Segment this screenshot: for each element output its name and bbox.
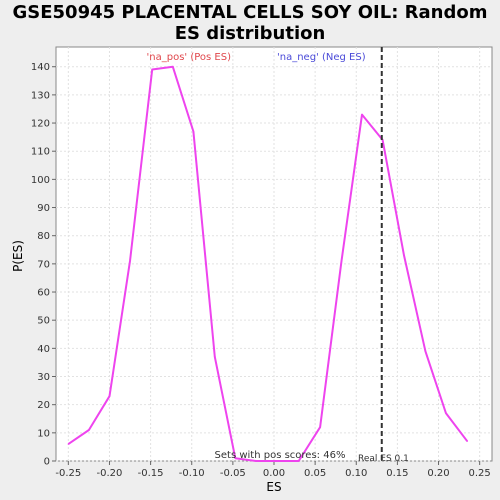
data-point bbox=[403, 254, 405, 257]
y-axis-title: P(ES) bbox=[11, 240, 25, 272]
y-tick-label: 90 bbox=[37, 203, 50, 214]
y-tick-label: 120 bbox=[31, 119, 50, 130]
data-point bbox=[67, 443, 69, 445]
x-tick-label: -0.15 bbox=[138, 468, 164, 479]
data-point bbox=[192, 130, 194, 133]
series-layer bbox=[67, 65, 469, 462]
data-point bbox=[340, 260, 343, 262]
chart-title: GSE50945 PLACENTAL CELLS SOY OIL: Random… bbox=[0, 2, 500, 44]
data-point bbox=[129, 260, 131, 262]
x-tick-label: 0.10 bbox=[345, 468, 367, 479]
legend-neg-label: 'na_neg' (Neg ES) bbox=[277, 52, 366, 63]
data-point bbox=[151, 68, 153, 71]
x-tick-label: -0.25 bbox=[55, 468, 81, 479]
plot-area bbox=[55, 46, 493, 462]
data-point bbox=[255, 460, 257, 462]
axes: -0.25 -0.20 -0.15 -0.10 -0.05 0.00 0.05 0.10 0.1… bbox=[31, 62, 491, 479]
x-tick-label: -0.20 bbox=[97, 468, 123, 479]
data-point bbox=[88, 429, 90, 431]
y-tick-label: 100 bbox=[31, 175, 50, 186]
data-point bbox=[108, 395, 111, 397]
y-tick-label: 70 bbox=[37, 259, 50, 270]
data-point bbox=[172, 66, 174, 68]
series-line bbox=[67, 65, 469, 462]
y-tick-label: 140 bbox=[31, 62, 50, 73]
y-tick-label: 130 bbox=[31, 90, 50, 101]
data-point bbox=[445, 412, 447, 414]
x-tick-label: 0.00 bbox=[263, 468, 285, 479]
data-point bbox=[275, 460, 278, 462]
y-tick-label: 60 bbox=[37, 288, 50, 299]
y-tick-label: 20 bbox=[37, 400, 50, 411]
x-axis-title: ES bbox=[266, 480, 281, 494]
data-point bbox=[214, 356, 216, 358]
data-point bbox=[361, 113, 363, 116]
legend-pos-label: 'na_pos' (Pos ES) bbox=[147, 52, 232, 63]
data-point bbox=[234, 457, 236, 459]
y-tick-label: 30 bbox=[37, 372, 50, 383]
annotations: 'na_pos' (Pos ES) 'na_neg' (Neg ES) Sets… bbox=[11, 47, 409, 494]
y-tick-label: 10 bbox=[37, 428, 50, 439]
data-point bbox=[319, 426, 321, 428]
y-tick-label: 50 bbox=[37, 316, 50, 327]
x-tick-label: -0.05 bbox=[220, 468, 246, 479]
sets-pos-scores-text: Sets with pos scores: 46% bbox=[215, 450, 346, 461]
data-point bbox=[466, 440, 468, 442]
x-tick-label: 0.05 bbox=[304, 468, 326, 479]
x-tick-label: 0.15 bbox=[386, 468, 408, 479]
data-point bbox=[424, 350, 426, 352]
x-tick-label: 0.25 bbox=[469, 468, 491, 479]
y-tick-label: 40 bbox=[37, 344, 50, 355]
x-tick-label: -0.10 bbox=[179, 468, 205, 479]
real-es-label: Real ES 0.1 bbox=[358, 454, 409, 464]
y-tick-label: 0 bbox=[44, 457, 50, 468]
chart-title-line-1: GSE50945 PLACENTAL CELLS SOY OIL: Random bbox=[12, 2, 488, 23]
y-tick-label: 110 bbox=[31, 147, 50, 158]
y-tick-label: 80 bbox=[37, 231, 50, 242]
data-point bbox=[298, 460, 300, 462]
chart-title-line-2: ES distribution bbox=[174, 23, 326, 44]
x-tick-label: 0.20 bbox=[427, 468, 449, 479]
